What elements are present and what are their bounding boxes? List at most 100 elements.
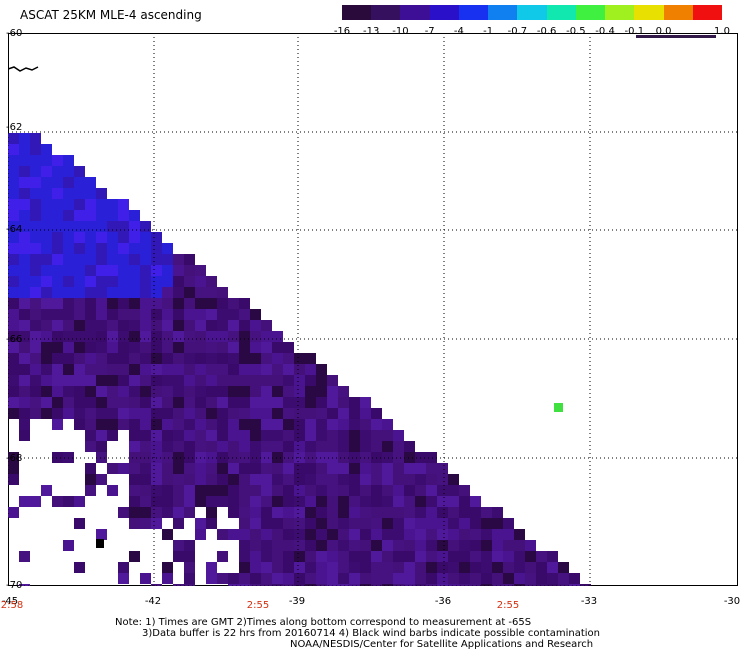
swath-cell (305, 474, 316, 485)
swath-cell (85, 320, 96, 331)
swath-cell (107, 463, 118, 474)
swath-cell (239, 342, 250, 353)
swath-cell (195, 364, 206, 375)
swath-cell (338, 452, 349, 463)
swath-cell (118, 320, 129, 331)
swath-cell (118, 342, 129, 353)
swath-cell (52, 408, 63, 419)
colorbar-swatch (546, 5, 576, 20)
swath-cell (184, 298, 195, 309)
swath-cell (481, 529, 492, 540)
colorbar-tick-label: 0.0 (655, 26, 672, 37)
swath-cell (30, 397, 41, 408)
swath-cell (96, 188, 107, 199)
swath-cell (250, 320, 261, 331)
swath-cell (52, 309, 63, 320)
swath-cell (162, 430, 173, 441)
swath-cell (195, 375, 206, 386)
swath-cell (63, 188, 74, 199)
swath-cell (162, 496, 173, 507)
swath-cell (371, 562, 382, 573)
swath-cell (52, 221, 63, 232)
swath-cell (272, 386, 283, 397)
swath-cell (8, 177, 19, 188)
swath-cell (107, 485, 118, 496)
swath-cell (459, 584, 470, 586)
swath-cell (118, 397, 129, 408)
swath-cell (327, 430, 338, 441)
swath-cell (338, 463, 349, 474)
swath-cell (30, 243, 41, 254)
swath-cell (41, 408, 52, 419)
swath-cell (63, 408, 74, 419)
swath-cell (382, 562, 393, 573)
swath-cell (217, 397, 228, 408)
swath-cell (382, 430, 393, 441)
swath-cell (327, 573, 338, 584)
swath-cell (63, 177, 74, 188)
swath-cell (107, 397, 118, 408)
swath-cell (74, 518, 85, 529)
swath-cell (19, 166, 30, 177)
swath-cell (63, 386, 74, 397)
swath-cell (162, 452, 173, 463)
swath-cell (8, 276, 19, 287)
swath-cell (41, 177, 52, 188)
swath-cell (184, 507, 195, 518)
swath-cell (228, 320, 239, 331)
swath-cell (195, 441, 206, 452)
swath-cell (239, 353, 250, 364)
swath-cell (129, 331, 140, 342)
swath-cell (30, 210, 41, 221)
swath-cell (261, 518, 272, 529)
swath-cell (261, 551, 272, 562)
swath-cell (173, 342, 184, 353)
swath-cell (162, 375, 173, 386)
swath-cell (96, 232, 107, 243)
swath-cell (63, 331, 74, 342)
swath-cell (283, 529, 294, 540)
swath-cell (239, 507, 250, 518)
swath-cell (393, 573, 404, 584)
swath-cell (107, 287, 118, 298)
swath-cell (426, 584, 437, 586)
swath-cell (206, 474, 217, 485)
swath-cell (173, 441, 184, 452)
swath-cell (195, 474, 206, 485)
swath-cell (283, 540, 294, 551)
swath-cell (294, 474, 305, 485)
swath-cell (217, 342, 228, 353)
swath-cell (30, 320, 41, 331)
swath-cell (19, 375, 30, 386)
swath-cell (305, 419, 316, 430)
swath-cell (63, 353, 74, 364)
swath-cell (305, 408, 316, 419)
swath-cell (30, 408, 41, 419)
swath-cell (63, 342, 74, 353)
swath-cell (19, 419, 30, 430)
swath-cell (74, 320, 85, 331)
swath-cell (228, 441, 239, 452)
swath-cell (272, 573, 283, 584)
swath-cell (129, 265, 140, 276)
swath-cell (459, 540, 470, 551)
swath-cell (404, 562, 415, 573)
swath-cell (184, 584, 195, 586)
swath-cell (382, 507, 393, 518)
swath-cell (316, 397, 327, 408)
swath-cell (30, 232, 41, 243)
swath-cell (8, 452, 19, 463)
swath-cell (52, 265, 63, 276)
swath-cell (206, 452, 217, 463)
swath-cell (217, 287, 228, 298)
swath-cell (118, 210, 129, 221)
swath-cell (162, 397, 173, 408)
swath-cell (162, 419, 173, 430)
swath-cell (294, 386, 305, 397)
swath-cell (85, 375, 96, 386)
swath-cell (63, 166, 74, 177)
coastline (8, 66, 39, 72)
swath-cell (74, 188, 85, 199)
swath-cell (85, 199, 96, 210)
swath-cell (107, 221, 118, 232)
